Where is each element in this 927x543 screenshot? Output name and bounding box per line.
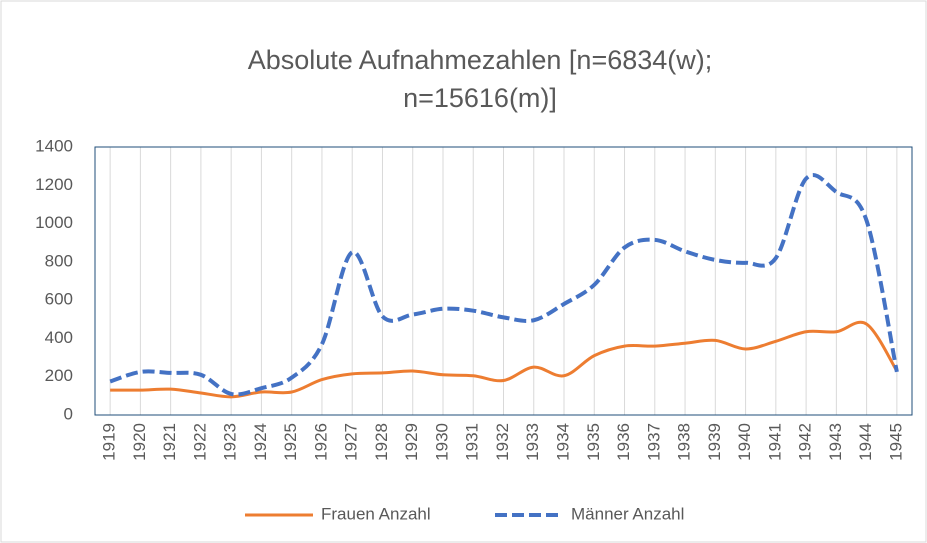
x-tick-label: 1938 bbox=[675, 423, 694, 461]
y-tick-label: 1200 bbox=[35, 175, 73, 194]
x-tick-label: 1930 bbox=[432, 423, 451, 461]
x-tick-label: 1923 bbox=[221, 423, 240, 461]
x-tick-label: 1921 bbox=[160, 423, 179, 461]
y-tick-label: 600 bbox=[45, 290, 73, 309]
x-tick-label: 1932 bbox=[493, 423, 512, 461]
y-tick-label: 800 bbox=[45, 251, 73, 270]
chart-title: Absolute Aufnahmezahlen [n=6834(w); bbox=[248, 45, 713, 75]
x-tick-label: 1928 bbox=[372, 423, 391, 461]
chart-title: n=15616(m)] bbox=[403, 83, 557, 113]
x-tick-label: 1925 bbox=[281, 423, 300, 461]
legend-label: Männer Anzahl bbox=[571, 504, 684, 523]
x-tick-label: 1945 bbox=[886, 423, 905, 461]
x-tick-label: 1942 bbox=[796, 423, 815, 461]
x-tick-label: 1919 bbox=[100, 423, 119, 461]
x-tick-label: 1943 bbox=[826, 423, 845, 461]
x-tick-label: 1924 bbox=[251, 423, 270, 461]
legend-label: Frauen Anzahl bbox=[321, 504, 431, 523]
y-tick-label: 1400 bbox=[35, 136, 73, 155]
y-tick-label: 200 bbox=[45, 366, 73, 385]
x-tick-label: 1926 bbox=[311, 423, 330, 461]
x-tick-label: 1937 bbox=[644, 423, 663, 461]
x-tick-label: 1936 bbox=[614, 423, 633, 461]
x-tick-label: 1935 bbox=[584, 423, 603, 461]
line bbox=[109, 173, 899, 397]
plot-area bbox=[94, 146, 913, 416]
x-tick-label: 1944 bbox=[856, 423, 875, 461]
x-tick-label: 1933 bbox=[523, 423, 542, 461]
x-tick-label: 1940 bbox=[735, 423, 754, 461]
x-tick-label: 1934 bbox=[554, 423, 573, 461]
x-tick-label: 1922 bbox=[190, 423, 209, 461]
y-tick-label: 1000 bbox=[35, 213, 73, 232]
x-tick-label: 1939 bbox=[705, 423, 724, 461]
x-tick-label: 1920 bbox=[130, 423, 149, 461]
x-tick-label: 1931 bbox=[463, 423, 482, 461]
x-tick-label: 1941 bbox=[765, 423, 784, 461]
x-tick-label: 1927 bbox=[342, 423, 361, 461]
x-tick-label: 1929 bbox=[402, 423, 421, 461]
y-tick-label: 0 bbox=[64, 404, 73, 423]
y-tick-label: 400 bbox=[45, 328, 73, 347]
